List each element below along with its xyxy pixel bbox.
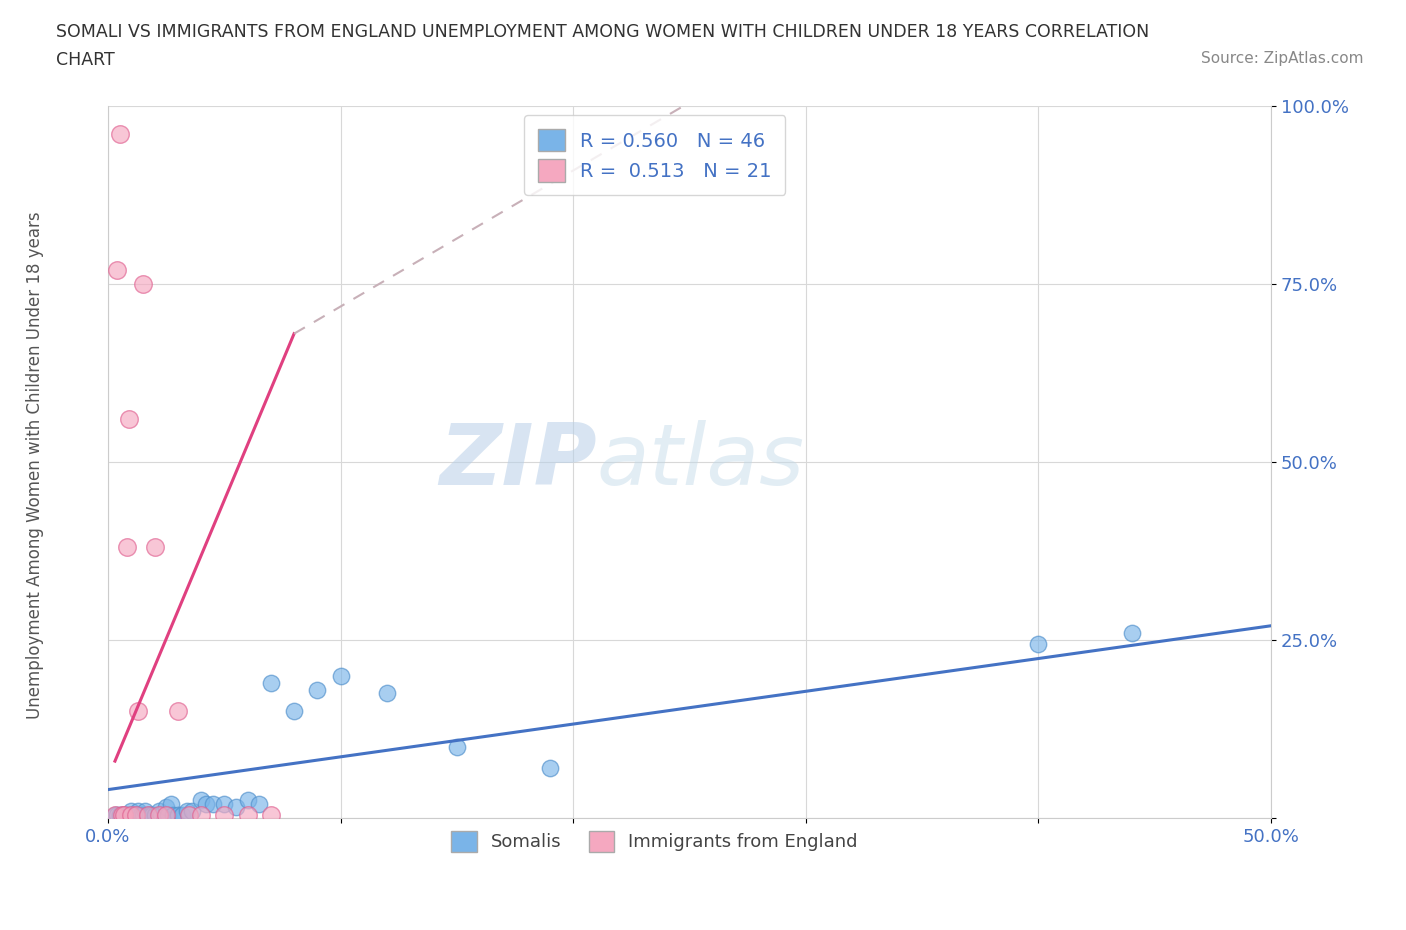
Point (120, 804, 142, 818)
Point (104, 807, 127, 822)
Point (108, 126, 131, 141)
Point (139, 807, 162, 822)
Point (118, 807, 141, 822)
Point (120, 807, 142, 822)
Point (538, 761, 561, 776)
Point (176, 804, 198, 818)
Point (155, 800, 177, 815)
Point (127, 804, 149, 818)
Text: ZIP: ZIP (439, 420, 596, 503)
Point (1028, 636, 1050, 651)
Point (115, 807, 138, 822)
Point (307, 683, 329, 698)
Point (111, 807, 134, 822)
Point (166, 704, 188, 719)
Point (122, 807, 145, 822)
Point (136, 807, 159, 822)
Point (125, 807, 148, 822)
Point (112, 807, 135, 822)
Point (141, 807, 163, 822)
Legend: Somalis, Immigrants from England: Somalis, Immigrants from England (444, 824, 865, 859)
Point (127, 807, 149, 822)
Point (111, 807, 134, 822)
Text: Source: ZipAtlas.com: Source: ZipAtlas.com (1201, 51, 1364, 66)
Point (105, 807, 128, 822)
Point (236, 793, 259, 808)
Point (201, 796, 224, 811)
Text: atlas: atlas (596, 420, 804, 503)
Point (172, 807, 194, 822)
Point (132, 276, 155, 291)
Point (129, 807, 152, 822)
Point (162, 807, 184, 822)
Point (194, 796, 217, 811)
Point (143, 807, 166, 822)
Point (260, 807, 283, 822)
Point (108, 807, 131, 822)
Point (214, 807, 236, 822)
Point (112, 807, 135, 822)
Point (247, 796, 270, 811)
Point (148, 807, 170, 822)
Point (159, 796, 181, 811)
Point (148, 804, 170, 818)
Point (190, 807, 212, 822)
Point (118, 412, 141, 427)
Point (125, 807, 148, 822)
Point (132, 807, 155, 822)
Point (180, 804, 202, 818)
Point (105, 262, 128, 277)
Point (120, 807, 142, 822)
Point (134, 804, 156, 818)
Point (283, 704, 305, 719)
Point (225, 800, 247, 815)
Point (236, 807, 259, 822)
Point (115, 540, 138, 555)
Text: Unemployment Among Women with Children Under 18 years: Unemployment Among Women with Children U… (27, 211, 44, 719)
Point (1121, 626, 1143, 641)
Point (329, 668, 352, 683)
Point (446, 739, 468, 754)
Point (104, 807, 127, 822)
Point (127, 704, 149, 719)
Point (166, 807, 188, 822)
Point (214, 796, 236, 811)
Point (157, 807, 180, 822)
Point (260, 675, 283, 690)
Point (179, 807, 201, 822)
Text: CHART: CHART (56, 51, 115, 69)
Text: SOMALI VS IMMIGRANTS FROM ENGLAND UNEMPLOYMENT AMONG WOMEN WITH CHILDREN UNDER 1: SOMALI VS IMMIGRANTS FROM ENGLAND UNEMPL… (56, 23, 1150, 41)
Point (375, 686, 398, 701)
Point (136, 807, 159, 822)
Point (143, 540, 166, 555)
Point (150, 807, 173, 822)
Point (190, 793, 212, 808)
Point (155, 807, 177, 822)
